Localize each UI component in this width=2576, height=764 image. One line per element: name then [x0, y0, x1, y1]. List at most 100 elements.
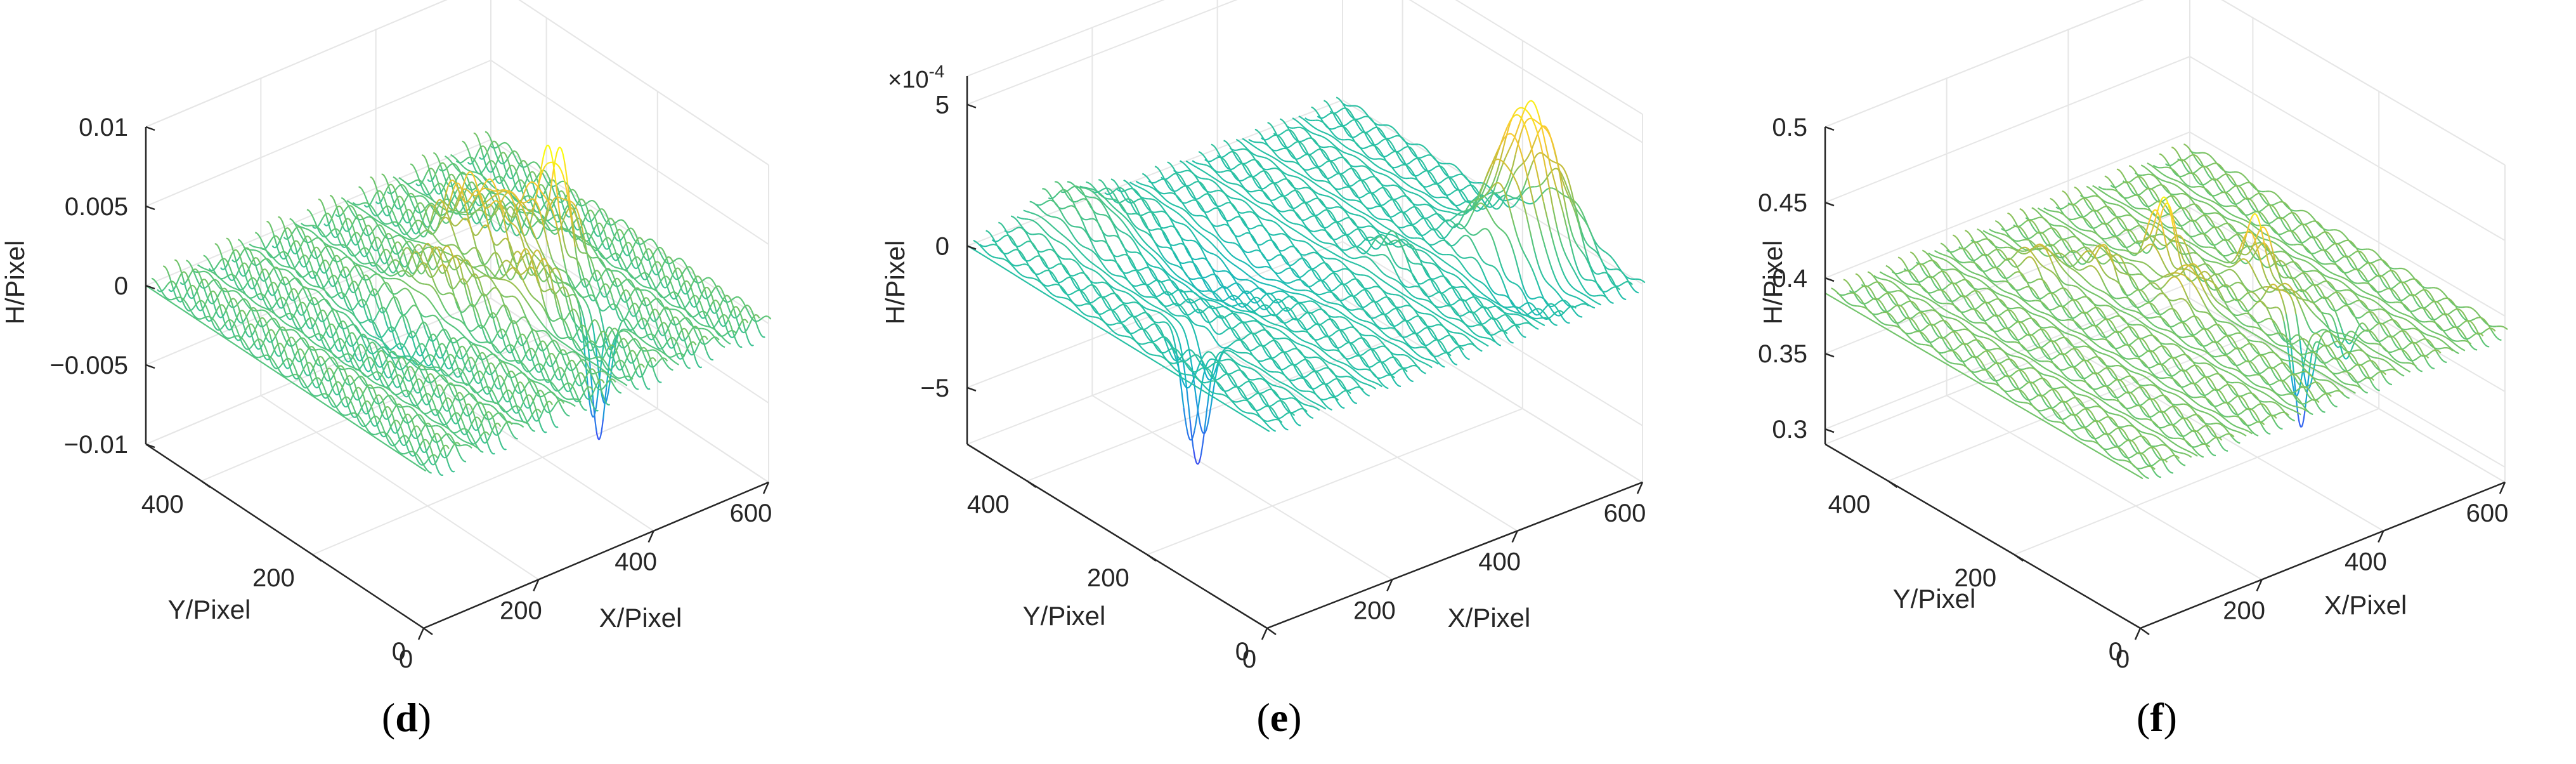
surface-strip: [603, 308, 608, 312]
surface-strip: [644, 347, 649, 354]
surface-strip: [516, 287, 521, 293]
surface-strip: [703, 310, 707, 314]
surface-strip: [572, 374, 578, 383]
surface-strip: [410, 274, 415, 280]
surface-strip: [551, 353, 556, 358]
surface-strip: [342, 308, 347, 311]
surface-strip: [545, 386, 549, 390]
surface-strip: [256, 257, 261, 263]
surface-strip: [455, 268, 461, 279]
surface-strip: [651, 293, 656, 298]
surface-strip: [573, 223, 578, 230]
surface-strip: [516, 204, 521, 213]
surface-strip: [315, 386, 320, 389]
surface-strip: [420, 181, 426, 186]
surface-strip: [551, 320, 556, 322]
surface-strip: [549, 400, 553, 405]
surface-strip: [543, 188, 549, 199]
surface-strip: [477, 172, 481, 175]
surface-strip: [642, 249, 647, 256]
surface-strip: [549, 216, 554, 221]
surface-strip: [674, 336, 679, 345]
surface-strip: [525, 422, 530, 426]
grid-line-z: [145, 139, 491, 286]
surface-strip: [558, 286, 563, 291]
surface-strip: [565, 207, 570, 214]
surface-strip: [378, 386, 382, 389]
surface-strip: [651, 308, 656, 313]
surface-strip: [693, 346, 698, 354]
surface-strip: [532, 296, 537, 301]
surface-strip: [707, 305, 712, 313]
surface-strip: [530, 374, 535, 379]
surface-strip: [489, 269, 493, 275]
surface-strip: [606, 402, 611, 405]
surface-strip: [519, 424, 524, 428]
surface-strip: [738, 326, 743, 333]
surface-strip: [455, 327, 460, 332]
surface-strip: [254, 345, 259, 350]
surface-strip: [629, 376, 634, 380]
surface-strip: [320, 346, 325, 350]
surface-strip: [422, 250, 427, 260]
surface-strip: [571, 403, 576, 407]
surface-strip: [459, 249, 464, 256]
grid-line-z: [145, 60, 491, 207]
surface-strip: [440, 199, 445, 206]
surface-strip: [393, 259, 398, 261]
surface-strip: [544, 162, 549, 167]
surface-strip: [647, 298, 652, 305]
surface-strip: [419, 195, 424, 197]
surface-strip: [515, 360, 520, 364]
surface-strip: [503, 206, 508, 213]
surface-strip: [390, 228, 394, 232]
surface-strip: [620, 364, 625, 376]
surface-strip: [580, 278, 584, 283]
surface-strip: [544, 330, 549, 334]
surface-strip: [523, 195, 527, 199]
surface-strip: [575, 326, 580, 339]
surface-strip: [422, 315, 427, 318]
surface-strip: [513, 224, 518, 230]
surface-strip: [623, 358, 628, 367]
surface-strip: [294, 277, 299, 280]
surface-strip: [497, 412, 502, 414]
surface-strip: [557, 367, 563, 380]
surface-strip: [540, 190, 545, 195]
surface-strip: [573, 202, 578, 209]
surface-strip: [547, 244, 552, 258]
surface-strip: [524, 213, 530, 222]
surface-strip: [649, 316, 654, 322]
surface-strip: [502, 178, 507, 185]
surface-strip: [634, 338, 638, 341]
surface-strip: [247, 267, 252, 278]
surface-strip: [628, 329, 633, 333]
surface-strip: [401, 378, 407, 388]
surface-strip: [498, 381, 504, 394]
surface-strip: [407, 413, 412, 419]
surface-strip: [329, 357, 334, 359]
surface-strip: [491, 389, 496, 397]
surface-strip: [354, 367, 358, 371]
surface-strip: [401, 444, 407, 446]
surface-strip: [452, 191, 457, 199]
surface-strip: [253, 249, 257, 252]
surface-strip: [433, 169, 439, 177]
surface-strip: [734, 296, 738, 299]
surface-strip: [621, 289, 626, 295]
surface-strip: [389, 322, 394, 335]
surface-strip: [326, 342, 331, 350]
surface-strip: [300, 382, 305, 388]
surface-strip: [559, 211, 564, 235]
surface-strip: [368, 334, 374, 338]
surface-strip: [487, 154, 492, 166]
surface-strip: [500, 142, 505, 145]
surface-strip: [495, 287, 500, 292]
surface-strip: [531, 229, 537, 239]
surface-strip: [690, 314, 695, 319]
surface-strip: [493, 243, 498, 259]
surface-strip: [593, 362, 598, 367]
surface-strip: [764, 315, 768, 318]
surface-strip: [511, 164, 516, 168]
surface-strip: [448, 382, 453, 385]
